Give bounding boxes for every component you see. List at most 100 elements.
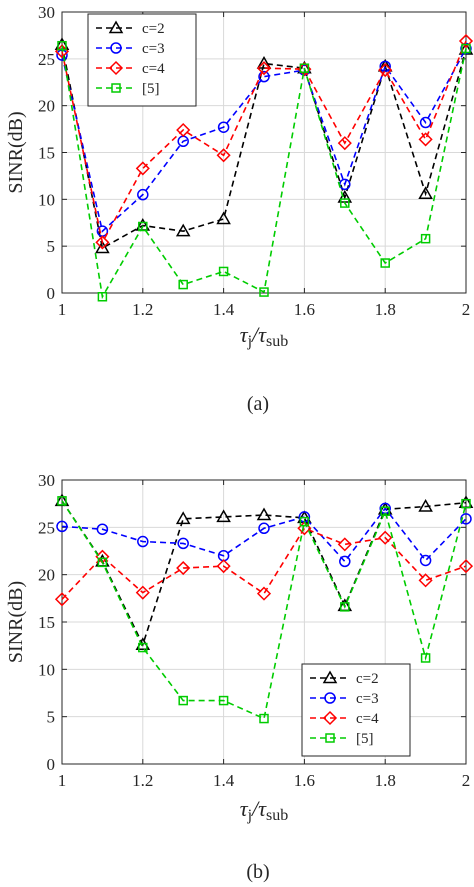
- data-point: [258, 522, 270, 535]
- x-tick-label: 1.2: [132, 771, 153, 790]
- x-axis-label-main-sub: j: [247, 807, 252, 824]
- y-tick-label: 30: [38, 3, 55, 22]
- x-axis-label-denom-sub: sub: [266, 807, 288, 824]
- data-point: [460, 513, 472, 525]
- legend-box: [301, 663, 411, 757]
- legend-label: [5]: [142, 81, 160, 97]
- y-axis-label: SINR(dB): [5, 111, 27, 193]
- y-tick-label: 10: [38, 190, 55, 209]
- data-point: [178, 695, 188, 706]
- x-tick-label: 1.2: [132, 300, 153, 319]
- data-point: [137, 535, 149, 548]
- legend-marker: [108, 20, 124, 34]
- series-line: [61, 500, 467, 647]
- data-point: [178, 279, 188, 290]
- data-point: [458, 559, 474, 574]
- data-point: [337, 136, 352, 151]
- data-point: [54, 592, 70, 607]
- data-point: [259, 287, 269, 297]
- x-tick-label: 2: [462, 771, 471, 790]
- x-tick-label: 1.8: [375, 771, 396, 790]
- x-axis-label-denom-sub: sub: [266, 333, 288, 350]
- data-point: [57, 496, 67, 506]
- legend-box: [87, 13, 197, 107]
- data-point: [299, 63, 310, 73]
- data-point: [418, 186, 433, 199]
- series-line: [61, 44, 467, 250]
- legend-item: c=3: [310, 691, 379, 707]
- data-point: [420, 653, 431, 663]
- y-tick-label: 15: [38, 613, 55, 632]
- data-point: [420, 233, 431, 244]
- x-axis-label-denom: τ: [258, 322, 267, 347]
- legend-label: c=2: [142, 21, 165, 37]
- panel-caption: (b): [246, 861, 269, 883]
- data-point: [216, 211, 231, 225]
- y-tick-label: 0: [47, 755, 56, 774]
- data-point: [135, 161, 150, 176]
- legend-item: [5]: [310, 731, 374, 747]
- data-point: [175, 511, 191, 525]
- data-point: [216, 559, 231, 574]
- data-point: [378, 530, 393, 545]
- data-point: [95, 240, 110, 254]
- x-axis-label-slash: /: [250, 322, 260, 347]
- y-tick-label: 25: [38, 518, 55, 537]
- legend-label: c=4: [142, 61, 165, 77]
- data-point: [460, 42, 472, 55]
- legend: c=2 c=3 c=4 [5]: [301, 663, 411, 757]
- data-point: [461, 498, 471, 509]
- y-tick-label: 10: [38, 660, 55, 679]
- data-point: [176, 122, 191, 138]
- series-line: [61, 40, 467, 245]
- data-point: [216, 509, 231, 523]
- x-axis-label-denom: τ: [258, 796, 267, 821]
- x-tick-label: 1.8: [375, 300, 396, 319]
- y-tick-label: 20: [38, 97, 55, 116]
- data-point: [175, 223, 191, 237]
- data-point: [217, 121, 230, 133]
- series-line: [61, 527, 467, 600]
- x-axis-label-main: τ: [240, 796, 249, 821]
- y-tick-label: 5: [47, 708, 56, 727]
- legend-item: c=3: [96, 41, 165, 57]
- y-tick-label: 0: [47, 284, 56, 303]
- x-tick-label: 2: [462, 300, 471, 319]
- x-axis-label-slash: /: [250, 796, 260, 821]
- y-tick-label: 5: [47, 237, 56, 256]
- data-point: [418, 498, 433, 512]
- data-point: [135, 585, 150, 600]
- panel-a: 1 1.2 1.4 1.6 1.8 2051015202530SINR(dB)τj/τsu…: [5, 3, 474, 415]
- x-tick-label: 1: [58, 771, 67, 790]
- legend-label: c=2: [356, 671, 379, 687]
- data-point: [56, 520, 68, 533]
- x-tick-label: 1.4: [213, 300, 235, 319]
- data-point: [177, 537, 189, 550]
- data-point: [461, 43, 471, 54]
- x-tick-label: 1.6: [294, 300, 315, 319]
- data-point: [380, 258, 390, 268]
- series-line: [61, 507, 467, 563]
- data-point: [57, 40, 67, 51]
- legend-marker: [322, 710, 338, 726]
- data-point: [218, 695, 229, 706]
- x-axis-label-main: τ: [240, 322, 249, 347]
- data-point: [340, 198, 350, 208]
- data-point: [458, 33, 474, 49]
- legend-marker: [108, 60, 124, 76]
- x-axis-label-main-sub: j: [247, 333, 252, 350]
- data-point: [256, 507, 272, 521]
- data-point: [339, 555, 351, 568]
- legend-item: c=2: [310, 670, 379, 687]
- data-point: [95, 235, 110, 250]
- data-point: [97, 557, 108, 568]
- series-line: [61, 45, 467, 300]
- legend-item: c=4: [310, 710, 379, 727]
- panel-b: 1 1.2 1.4 1.6 1.8 2051015202530SINR(dB)τj/τsu…: [5, 471, 474, 883]
- x-tick-label: 1: [58, 300, 67, 319]
- data-point: [258, 70, 270, 83]
- data-point: [138, 221, 148, 232]
- legend-item: c=2: [96, 20, 165, 37]
- data-point: [337, 537, 352, 552]
